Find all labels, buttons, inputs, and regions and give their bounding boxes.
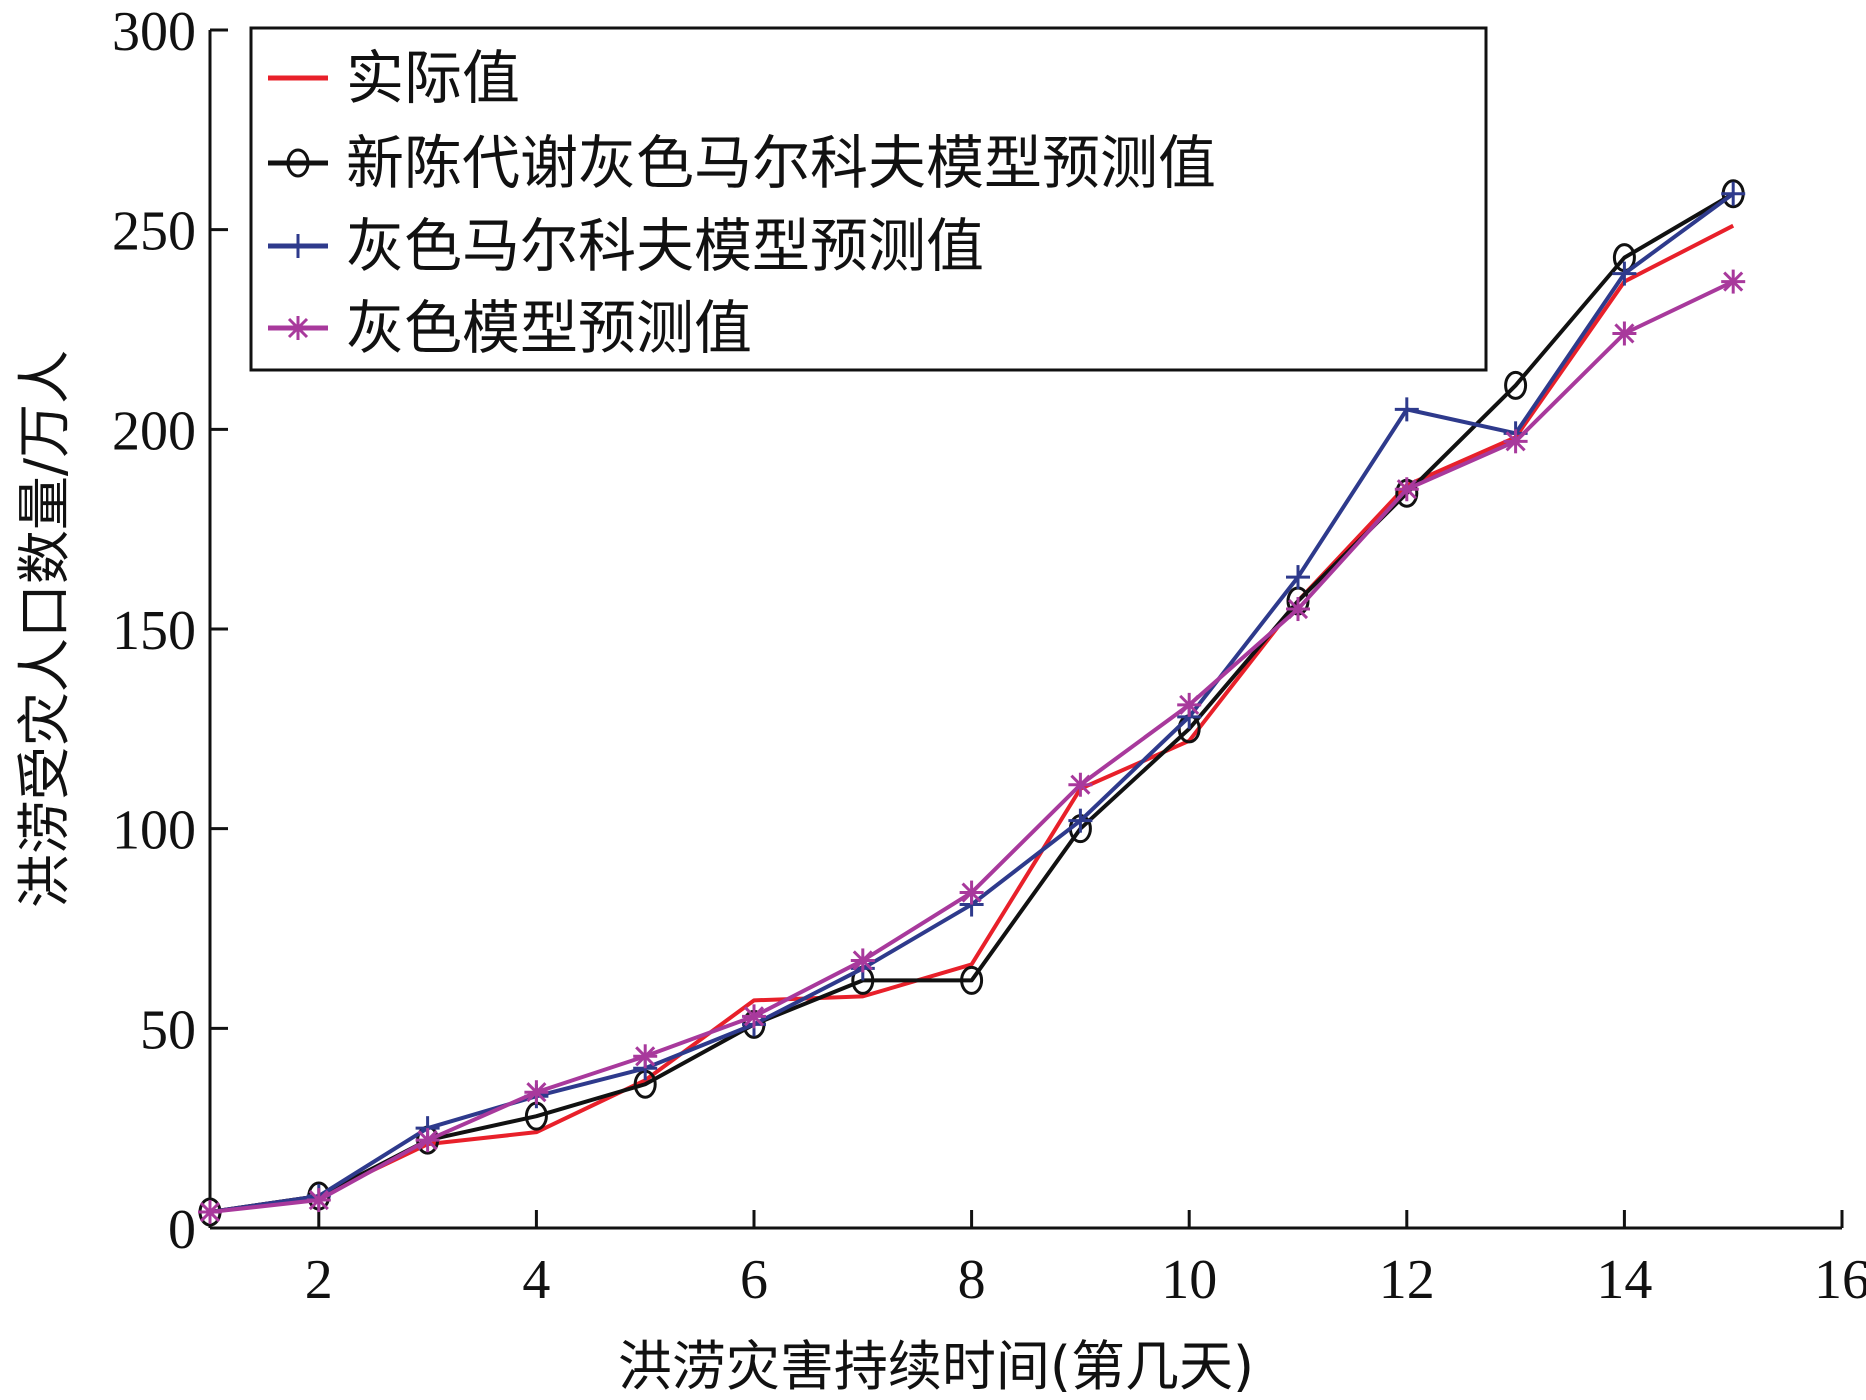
legend-marker bbox=[286, 316, 310, 340]
y-tick-label: 200 bbox=[112, 400, 196, 462]
data-point bbox=[1394, 397, 1419, 422]
data-point bbox=[306, 1188, 331, 1213]
legend-entry: 实际值 bbox=[268, 44, 520, 112]
series-4 bbox=[198, 269, 1746, 1225]
y-tick-label: 250 bbox=[112, 201, 196, 263]
data-point bbox=[850, 948, 875, 973]
data-point bbox=[1177, 692, 1202, 717]
legend-label: 灰色马尔科夫模型预测值 bbox=[346, 212, 984, 280]
x-tick-label: 16 bbox=[1814, 1249, 1866, 1311]
data-point bbox=[633, 1044, 658, 1069]
x-tick-label: 14 bbox=[1596, 1249, 1652, 1311]
series-line bbox=[209, 223, 1735, 1215]
data-point bbox=[1612, 261, 1637, 286]
legend-label: 新陈代谢灰色马尔科夫模型预测值 bbox=[346, 129, 1216, 197]
data-point bbox=[1394, 477, 1419, 502]
data-point bbox=[959, 880, 984, 905]
x-tick-label: 12 bbox=[1379, 1249, 1435, 1311]
data-point bbox=[524, 1080, 549, 1105]
series-line bbox=[209, 279, 1735, 1215]
data-point bbox=[1721, 269, 1746, 294]
x-tick-label: 2 bbox=[305, 1249, 333, 1311]
data-point bbox=[1286, 565, 1310, 590]
x-tick-label: 10 bbox=[1161, 1249, 1217, 1311]
data-point bbox=[1068, 772, 1093, 797]
y-tick-label: 0 bbox=[168, 1199, 196, 1261]
data-point bbox=[198, 1200, 222, 1225]
legend-box bbox=[249, 26, 1488, 372]
y-tick-label: 300 bbox=[112, 1, 196, 63]
y-tick-label: 150 bbox=[112, 600, 196, 662]
data-point bbox=[1068, 808, 1093, 833]
data-point bbox=[1286, 597, 1310, 622]
legend-label: 灰色模型预测值 bbox=[346, 294, 752, 362]
series-layer bbox=[198, 179, 1746, 1227]
y-tick-label: 100 bbox=[112, 800, 196, 862]
data-point bbox=[415, 1128, 440, 1153]
legend-marker bbox=[286, 234, 310, 258]
legend-label: 实际值 bbox=[346, 44, 520, 112]
series-line bbox=[209, 192, 1735, 1215]
data-point bbox=[1721, 181, 1746, 206]
x-tick-label: 8 bbox=[958, 1249, 986, 1311]
series-1 bbox=[209, 223, 1735, 1215]
data-point bbox=[1612, 321, 1637, 346]
axes: 2 4 6 8 10 12 14 16 0 50 100 150 200 250 300 bbox=[112, 1, 1866, 1311]
y-tick-label: 50 bbox=[140, 999, 196, 1061]
data-point bbox=[1503, 429, 1528, 454]
legend-entry: 灰色马尔科夫模型预测值 bbox=[268, 212, 984, 280]
y-axis-title: 洪涝受灾人口数量/万人 bbox=[13, 350, 76, 908]
x-tick-label: 6 bbox=[740, 1249, 768, 1311]
legend-marker bbox=[286, 148, 310, 178]
x-tick-label: 4 bbox=[522, 1249, 550, 1311]
data-point bbox=[1504, 370, 1528, 400]
legend-entry: 灰色模型预测值 bbox=[268, 294, 752, 362]
data-point bbox=[960, 965, 984, 995]
data-point bbox=[742, 1004, 766, 1029]
x-axis-title: 洪涝灾害持续时间(第几天) bbox=[618, 1335, 1254, 1398]
legend-entry: 新陈代谢灰色马尔科夫模型预测值 bbox=[268, 129, 1216, 197]
